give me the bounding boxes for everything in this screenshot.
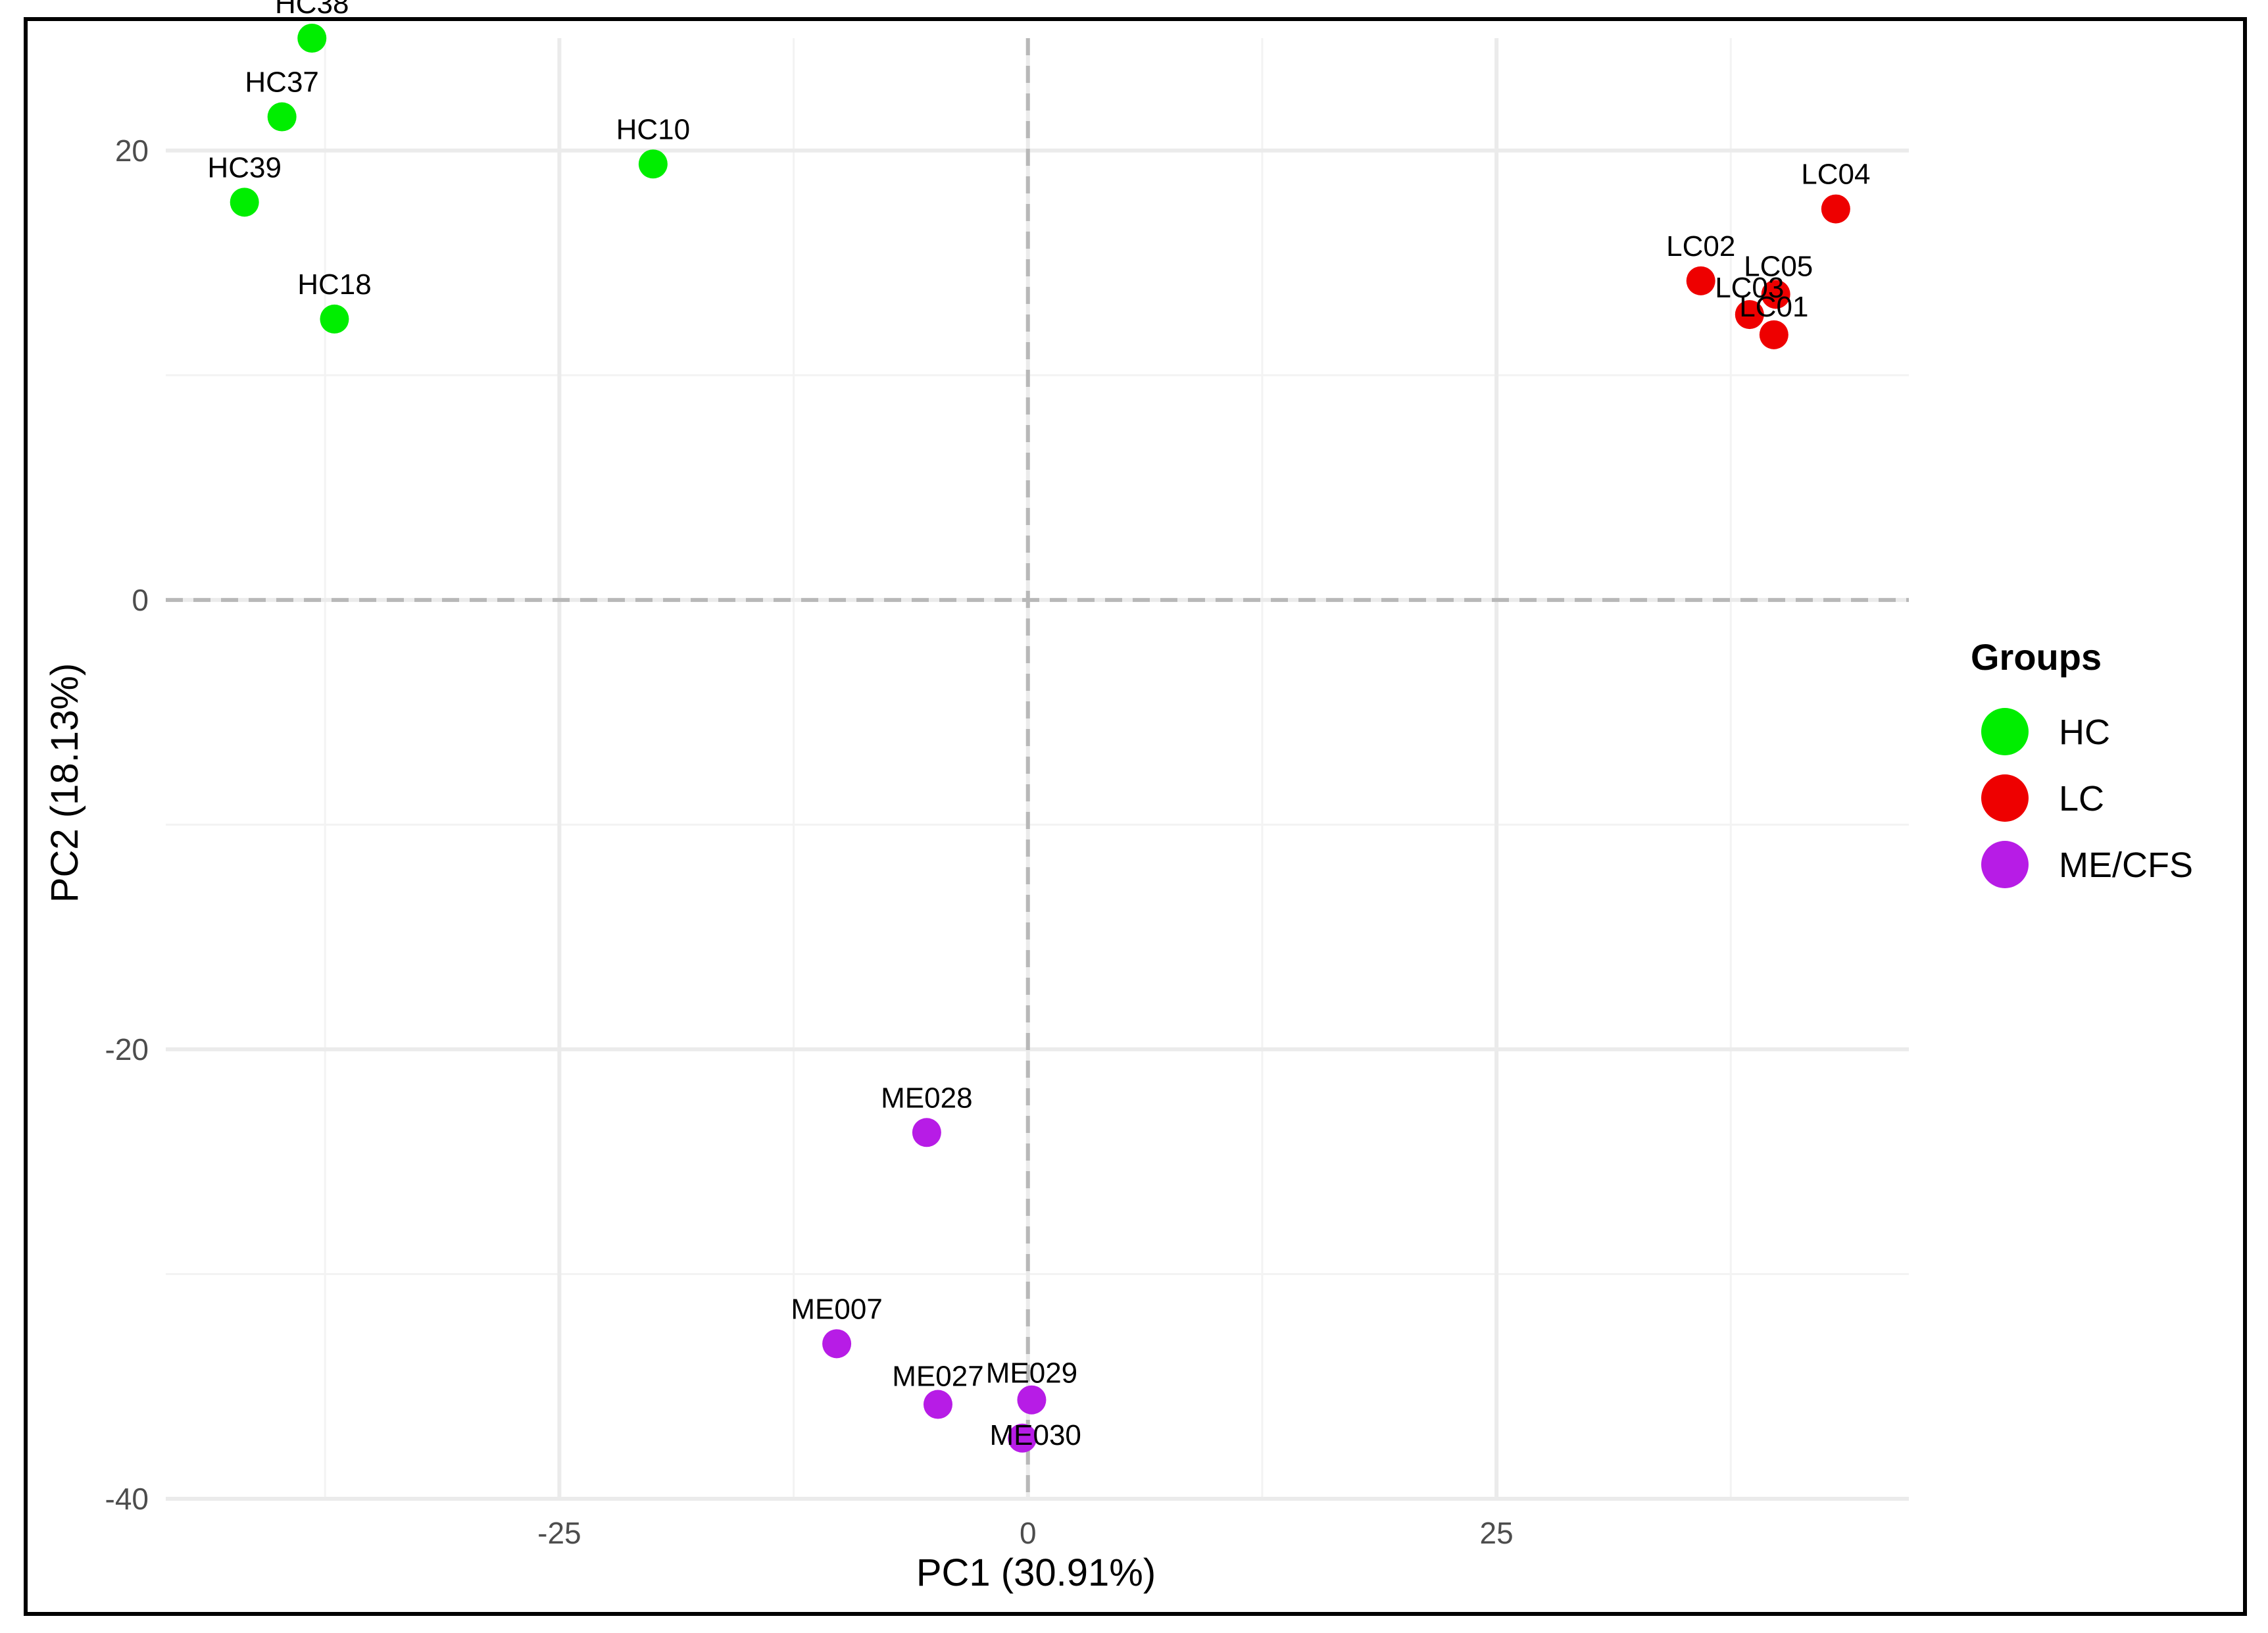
y-tick-label: -20 (105, 1032, 149, 1067)
point-label: HC38 (275, 0, 349, 20)
y-tick-label: 20 (115, 134, 149, 168)
point-label: ME007 (791, 1293, 882, 1325)
point-label: LC01 (1739, 291, 1808, 323)
data-point (297, 24, 327, 53)
zero-reference-lines (166, 38, 1909, 1499)
legend-title: Groups (1971, 636, 2102, 678)
point-label: LC05 (1744, 250, 1813, 282)
legend-entries: HC LC ME/CFS (1981, 708, 2193, 888)
y-axis-tick-labels: -40 -20 0 20 (105, 134, 149, 1516)
point-label: ME027 (892, 1361, 983, 1393)
legend: Groups HC LC ME/CFS (1971, 636, 2193, 888)
y-axis-title: PC2 (18.13%) (43, 663, 86, 903)
point-label: ME028 (881, 1082, 972, 1114)
point-label: ME029 (986, 1357, 1077, 1390)
data-point (1008, 1423, 1037, 1453)
point-label: LC04 (1801, 159, 1870, 191)
legend-key (1981, 841, 2029, 888)
point-label: LC03 (1715, 272, 1784, 304)
minor-gridlines (166, 38, 1909, 1499)
y-tick-label: -40 (105, 1482, 149, 1516)
figure-frame (24, 17, 2247, 1616)
legend-key (1981, 708, 2029, 755)
point-label: HC10 (616, 113, 691, 145)
x-tick-label: -25 (537, 1516, 581, 1550)
x-axis-title: PC1 (30.91%) (916, 1551, 1156, 1594)
point-label: HC18 (297, 268, 372, 301)
point-label: ME030 (989, 1419, 1081, 1451)
point-label: HC37 (245, 66, 319, 99)
legend-label: ME/CFS (2059, 845, 2193, 885)
data-point (638, 149, 668, 179)
data-point (1735, 300, 1764, 330)
legend-label: LC (2059, 779, 2104, 818)
point-label: HC39 (207, 151, 282, 184)
data-point (230, 188, 259, 217)
data-point (1017, 1385, 1047, 1415)
legend-label: HC (2059, 713, 2110, 752)
x-axis-tick-labels: -25 0 25 (537, 1516, 1514, 1550)
data-point (822, 1329, 852, 1359)
data-point (1761, 280, 1790, 309)
data-point (923, 1390, 952, 1419)
data-point (1821, 194, 1850, 224)
data-point (1759, 320, 1788, 349)
legend-key (1981, 774, 2029, 822)
data-points (230, 24, 1850, 1453)
y-tick-label: 0 (132, 583, 149, 617)
data-point (912, 1118, 941, 1147)
x-tick-label: 0 (1020, 1516, 1037, 1550)
point-label: LC02 (1666, 230, 1735, 263)
x-tick-label: 25 (1480, 1516, 1514, 1550)
data-point (267, 102, 297, 132)
data-point (1686, 266, 1715, 295)
major-gridlines (166, 38, 1909, 1501)
data-point (320, 304, 349, 334)
point-labels: HC38 HC37 HC39 HC18 HC10 LC04 LC02 LC05LC03LC01… (207, 0, 1870, 1451)
